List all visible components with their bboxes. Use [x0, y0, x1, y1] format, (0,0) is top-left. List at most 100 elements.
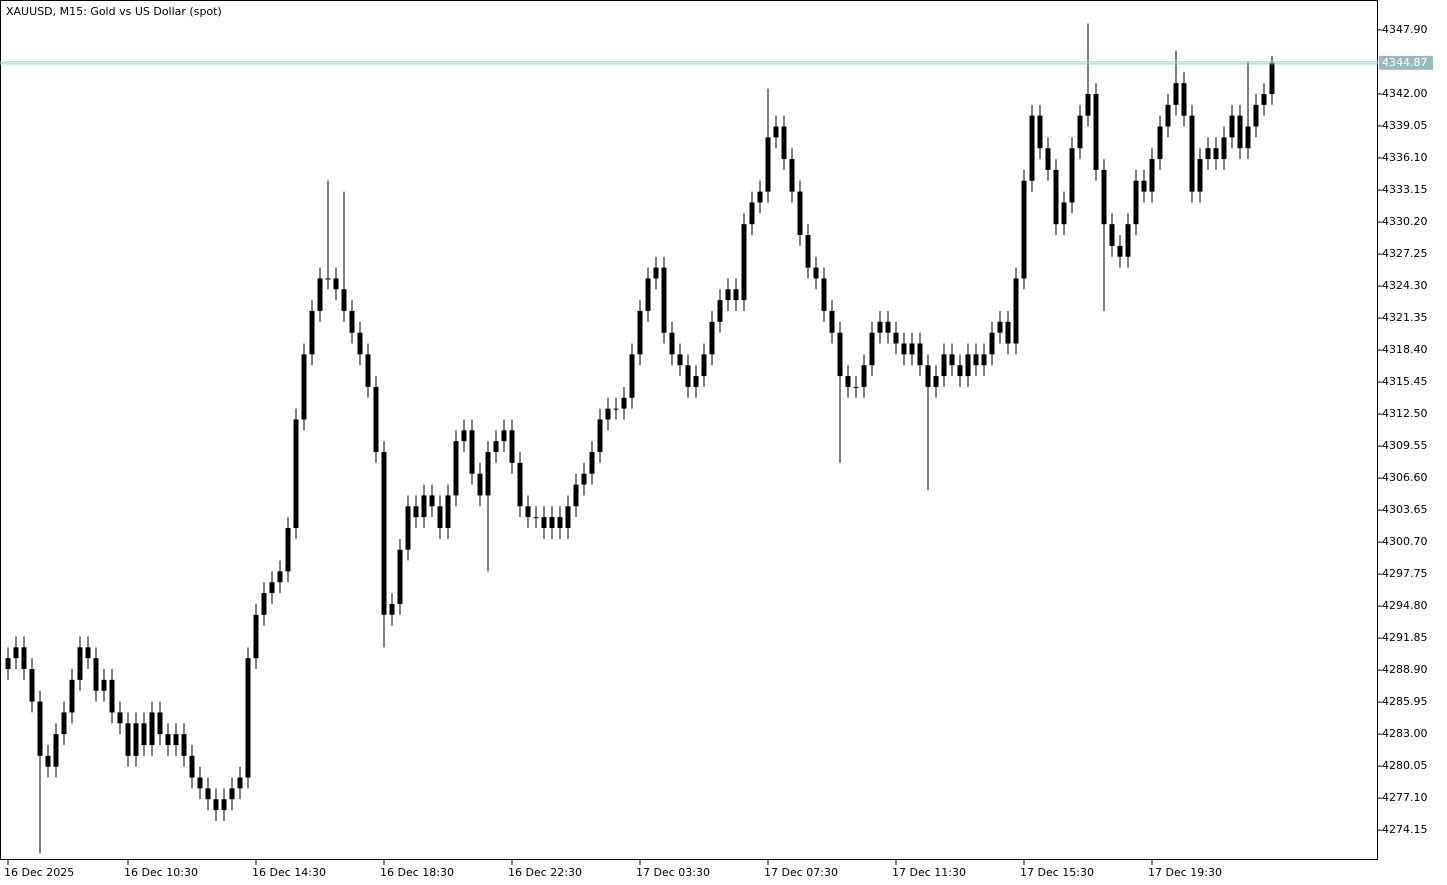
- candle-body: [773, 126, 779, 138]
- candle-body: [261, 593, 267, 615]
- x-tick-label: 17 Dec 07:30: [764, 866, 838, 879]
- candle-body: [501, 430, 507, 442]
- candle-body: [1125, 224, 1131, 257]
- candle-body: [229, 788, 235, 800]
- candle-body: [1221, 137, 1227, 160]
- y-tick-label: 4342.00: [1382, 87, 1428, 100]
- candle-body: [989, 332, 995, 355]
- candle-body: [445, 495, 451, 528]
- candle-body: [893, 332, 899, 344]
- y-tick-label: 4288.90: [1382, 663, 1428, 676]
- candle-body: [765, 137, 771, 192]
- y-tick-label: 4306.60: [1382, 471, 1428, 484]
- plot-frame: [0, 0, 1378, 860]
- candle-body: [1269, 62, 1275, 94]
- price-label-bg: [1379, 55, 1433, 70]
- candle-body: [949, 354, 955, 366]
- candle-body: [405, 506, 411, 550]
- y-tick-label: 4336.10: [1382, 151, 1428, 164]
- candle-body: [741, 224, 747, 301]
- candle-body: [1189, 115, 1195, 192]
- candle-body: [581, 473, 587, 485]
- candle-body: [413, 506, 419, 518]
- candle-body: [917, 343, 923, 366]
- candle-body: [133, 723, 139, 756]
- candle-body: [165, 734, 171, 745]
- candle-body: [997, 321, 1003, 333]
- candle-body: [837, 332, 843, 377]
- candle-body: [973, 354, 979, 366]
- y-tick-label: 4318.40: [1382, 343, 1428, 356]
- candle-body: [845, 376, 851, 387]
- candle-body: [437, 506, 443, 528]
- candle-body: [1237, 115, 1243, 149]
- y-tick-label: 4297.75: [1382, 567, 1428, 580]
- candle-body: [157, 712, 163, 735]
- x-tick-label: 16 Dec 2025: [4, 866, 74, 879]
- x-tick-label: 16 Dec 22:30: [508, 866, 582, 879]
- candle-body: [749, 202, 755, 225]
- candle-body: [965, 354, 971, 377]
- y-tick-label: 4327.25: [1382, 247, 1428, 260]
- candle-body: [77, 647, 83, 680]
- candle-body: [277, 571, 283, 583]
- candle-body: [565, 506, 571, 528]
- candle-body: [717, 300, 723, 322]
- candle-body: [293, 419, 299, 528]
- candle-body: [1253, 104, 1259, 127]
- x-tick-label: 16 Dec 18:30: [380, 866, 454, 879]
- candle-body: [1117, 245, 1123, 257]
- candle-body: [461, 430, 467, 442]
- candle-body: [285, 527, 291, 572]
- candle-body: [533, 517, 539, 519]
- candle-body: [941, 354, 947, 377]
- candle-body: [557, 517, 563, 528]
- y-tick-label: 4303.65: [1382, 503, 1428, 516]
- candle-body: [477, 473, 483, 496]
- candle-body: [365, 354, 371, 387]
- candle-body: [317, 278, 323, 311]
- candle-body: [1077, 115, 1083, 149]
- candle-body: [205, 788, 211, 800]
- candle-body: [333, 278, 339, 290]
- candle-body: [1053, 169, 1059, 225]
- candle-body: [733, 289, 739, 301]
- candle-body: [1181, 83, 1187, 116]
- candle-body: [781, 126, 787, 160]
- candle-body: [469, 430, 475, 474]
- candle-body: [885, 321, 891, 333]
- candle-body: [269, 582, 275, 594]
- candle-body: [221, 799, 227, 811]
- candle-body: [813, 267, 819, 279]
- candle-body: [861, 365, 867, 387]
- candle-body: [597, 419, 603, 453]
- candle-body: [13, 647, 19, 659]
- candle-body: [373, 386, 379, 453]
- candle-body: [1133, 180, 1139, 225]
- candle-body: [1029, 115, 1035, 181]
- candle-body: [69, 679, 75, 713]
- x-tick-label: 16 Dec 14:30: [252, 866, 326, 879]
- candle-body: [685, 365, 691, 387]
- candle-body: [1005, 321, 1011, 344]
- candle-body: [701, 354, 707, 377]
- candle-body: [549, 517, 555, 528]
- y-tick-label: 4333.15: [1382, 183, 1428, 196]
- candle-body: [453, 441, 459, 496]
- candle-body: [693, 376, 699, 387]
- candle-body: [45, 755, 51, 767]
- candle-body: [1109, 224, 1115, 246]
- candle-body: [525, 506, 531, 518]
- candle-body: [1141, 180, 1147, 192]
- candle-body: [925, 365, 931, 387]
- y-tick-label: 4339.05: [1382, 119, 1428, 132]
- candle-body: [1229, 115, 1235, 138]
- candle-body: [669, 332, 675, 355]
- candle-body: [85, 647, 91, 659]
- candle-body: [1013, 278, 1019, 344]
- candle-body: [1085, 93, 1091, 116]
- y-tick-label: 4321.35: [1382, 311, 1428, 324]
- y-tick-label: 4324.30: [1382, 279, 1428, 292]
- candle-body: [677, 354, 683, 366]
